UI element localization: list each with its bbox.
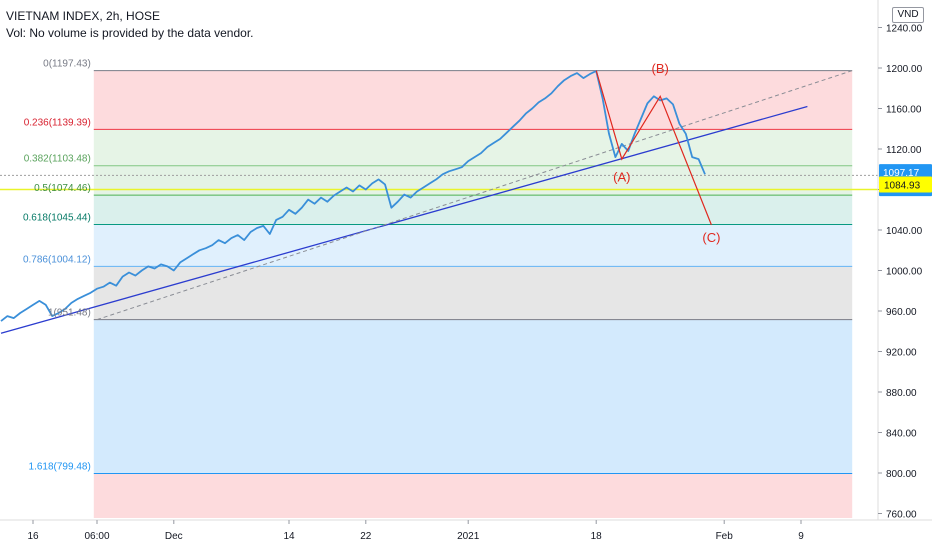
- fib-label: 0.382(1103.48): [24, 154, 91, 165]
- x-tick-label: 2021: [457, 531, 480, 542]
- fib-band: [93, 165, 853, 196]
- y-tick-label: 1240.00: [886, 24, 923, 35]
- chart-title: VIETNAM INDEX, 2h, HOSE: [6, 9, 161, 23]
- price-badges: 1097.1707:141084.93: [879, 164, 932, 197]
- wave-group: (A) (B) (C): [595, 61, 720, 245]
- y-tick-label: 840.00: [886, 429, 917, 440]
- price-line: [0, 70, 706, 322]
- fib-label: 0.786(1004.12): [23, 254, 91, 265]
- level-badge: [879, 176, 932, 193]
- level-badge-text: 1084.93: [884, 181, 921, 192]
- trendline: [0, 105, 808, 334]
- x-tick-label: 9: [798, 531, 804, 542]
- volume-note: Vol: No volume is provided by the data v…: [6, 26, 254, 40]
- horizontal-lines: [0, 174, 878, 191]
- time-axis: 16 06:00 Dec 14 22 2021 18 Feb 9: [0, 519, 932, 542]
- fib-level-lines: [93, 70, 853, 475]
- x-tick-label: 16: [27, 531, 39, 542]
- y-tick-label: 800.00: [886, 469, 917, 480]
- x-tick-label: 14: [283, 531, 295, 542]
- fib-label: 1(951.48): [48, 308, 91, 319]
- fib-band: [93, 70, 853, 130]
- x-tick-label: Dec: [165, 531, 183, 542]
- fib-label: 0.5(1074.46): [34, 183, 91, 194]
- y-tick-label: 760.00: [886, 510, 917, 521]
- last-price-badge-text: 1097.17: [883, 168, 920, 179]
- y-tick-label: 1160.00: [886, 105, 922, 116]
- y-tick-label: 1200.00: [886, 64, 923, 75]
- fib-band: [93, 224, 853, 267]
- fib-fill-bands: [93, 70, 853, 518]
- price-axis: 760.00 800.00 840.00 880.00 920.00 960.00 1000…: [877, 0, 923, 521]
- wave-line: [595, 70, 712, 226]
- y-tick-label: 920.00: [886, 348, 917, 359]
- wave-label: (B): [652, 61, 669, 76]
- x-tick-label: 18: [591, 531, 603, 542]
- x-tick-label: 06:00: [84, 531, 109, 542]
- fib-label: 0.236(1139.39): [24, 117, 91, 128]
- currency-label[interactable]: VND: [892, 7, 924, 23]
- y-tick-label: 960.00: [886, 307, 917, 318]
- fib-label: 1.618(799.48): [29, 462, 91, 473]
- x-tick-label: 22: [360, 531, 372, 542]
- last-price-badge: [879, 164, 932, 181]
- fib-label: 0(1197.43): [43, 59, 91, 70]
- fib-level-labels: 0(1197.43) 0.236(1139.39) 0.382(1103.48) 0.…: [23, 59, 91, 473]
- y-tick-label: 1040.00: [886, 226, 923, 237]
- trendline-group: [0, 70, 853, 334]
- fib-band: [93, 195, 853, 225]
- fib-label: 0.618(1045.44): [23, 212, 91, 223]
- y-tick-label: 1000.00: [886, 267, 923, 278]
- fib-band: [93, 129, 853, 166]
- x-tick-label: Feb: [716, 531, 734, 542]
- wave-label: (C): [702, 230, 720, 245]
- y-tick-label: 880.00: [886, 388, 917, 399]
- price-series-group: [0, 70, 706, 322]
- fib-band: [93, 473, 853, 518]
- y-tick-label: 1120.00: [886, 145, 922, 156]
- wave-label: (A): [613, 169, 630, 184]
- fib-band: [93, 319, 853, 474]
- fib-band: [93, 266, 853, 320]
